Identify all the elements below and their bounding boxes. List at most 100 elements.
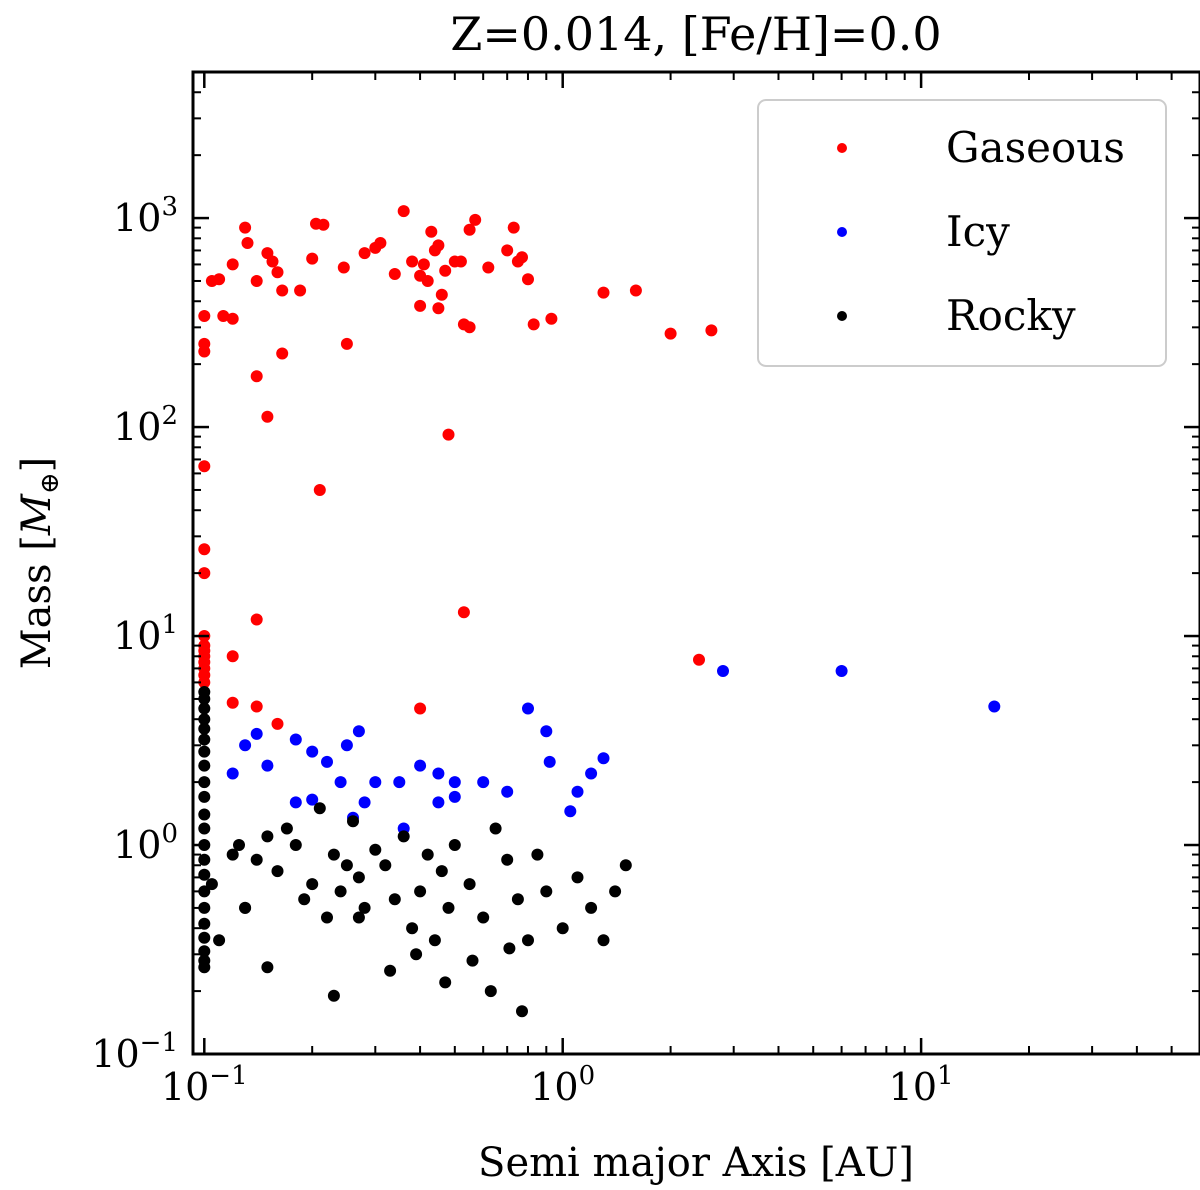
point-gaseous [425, 225, 438, 238]
point-gaseous [374, 237, 387, 249]
point-gaseous [226, 650, 239, 663]
point-rocky [239, 901, 252, 914]
point-icy [306, 745, 319, 758]
point-gaseous [432, 239, 445, 252]
point-icy [226, 767, 239, 780]
point-rocky [198, 702, 211, 715]
point-rocky [477, 911, 490, 924]
point-icy [334, 776, 347, 789]
minor-ticks [193, 71, 1200, 1054]
point-gaseous [522, 273, 534, 286]
point-gaseous [276, 284, 289, 297]
legend-label-icy: Icy [946, 207, 1010, 256]
point-gaseous [388, 268, 401, 280]
point-icy [306, 793, 319, 806]
point-gaseous [317, 218, 330, 231]
point-gaseous [198, 543, 211, 556]
point-rocky [388, 893, 401, 906]
point-rocky [414, 885, 427, 898]
point-gaseous [545, 312, 558, 325]
point-gaseous [261, 410, 274, 423]
point-rocky [397, 830, 410, 843]
point-rocky [463, 878, 476, 891]
point-rocky [198, 759, 211, 772]
x-tick-label: 100 [530, 1061, 595, 1109]
legend-marker-icy [837, 227, 847, 237]
point-icy [414, 759, 427, 772]
legend-label-gaseous: Gaseous [946, 123, 1125, 172]
point-rocky [261, 830, 274, 843]
point-rocky [489, 822, 502, 835]
point-gaseous [469, 213, 482, 226]
legend-box [757, 99, 1167, 367]
point-gaseous [482, 261, 495, 274]
point-gaseous [250, 275, 263, 287]
point-rocky [609, 885, 622, 898]
point-rocky [571, 871, 584, 884]
point-rocky [421, 848, 434, 861]
point-rocky [435, 865, 448, 878]
point-gaseous [432, 302, 445, 315]
point-rocky [466, 954, 479, 967]
point-icy [571, 785, 584, 798]
point-rocky [198, 808, 211, 821]
point-gaseous [340, 337, 353, 350]
point-icy [352, 725, 365, 738]
point-rocky [501, 853, 514, 866]
y-tick-label: 10−1 [91, 1028, 178, 1076]
point-rocky [198, 945, 211, 958]
point-icy [585, 767, 598, 780]
point-gaseous [271, 266, 284, 279]
point-rocky [198, 692, 211, 705]
point-rocky [198, 733, 211, 746]
point-rocky [280, 822, 293, 835]
point-rocky [511, 893, 524, 906]
point-rocky [531, 848, 544, 861]
point-icy [358, 796, 371, 809]
point-rocky [379, 859, 392, 872]
point-gaseous [527, 318, 540, 331]
point-rocky [198, 901, 211, 914]
point-rocky [198, 885, 211, 898]
point-icy [393, 776, 406, 789]
point-icy [564, 805, 577, 818]
y-tick-label: 101 [113, 610, 178, 658]
tick-labels: 10−1 100 101 10−1 100 101 102 103 [91, 192, 953, 1109]
point-icy [543, 755, 556, 768]
point-rocky [226, 848, 239, 861]
point-gaseous [198, 567, 211, 580]
major-ticks [193, 72, 1200, 1056]
point-icy [239, 739, 252, 752]
point-rocky [233, 839, 245, 851]
point-rocky [522, 934, 534, 947]
point-gaseous [250, 700, 263, 713]
point-rocky [448, 839, 461, 851]
point-gaseous [693, 653, 705, 666]
point-icy [261, 759, 274, 772]
point-rocky [358, 901, 371, 914]
point-gaseous [397, 205, 410, 218]
point-icy [717, 665, 729, 677]
point-gaseous [457, 606, 470, 619]
y-axis-label-main: Mass [ [14, 535, 60, 669]
point-rocky [540, 885, 553, 898]
point-rocky [198, 868, 211, 881]
point-gaseous [705, 324, 718, 337]
point-rocky [406, 922, 419, 935]
point-gaseous [306, 252, 319, 265]
y-tick-label: 102 [113, 401, 178, 449]
point-gaseous [597, 286, 610, 299]
point-rocky [205, 878, 218, 891]
point-rocky [484, 985, 497, 998]
legend-marker-gaseous [837, 143, 847, 153]
point-rocky [384, 964, 397, 977]
point-rocky [597, 934, 610, 947]
point-gaseous [414, 702, 427, 715]
point-rocky [369, 843, 382, 856]
point-gaseous [198, 345, 211, 358]
point-rocky [198, 822, 211, 835]
point-gaseous [250, 613, 263, 626]
point-gaseous [435, 288, 448, 301]
point-rocky [619, 859, 632, 872]
point-gaseous [457, 318, 470, 331]
